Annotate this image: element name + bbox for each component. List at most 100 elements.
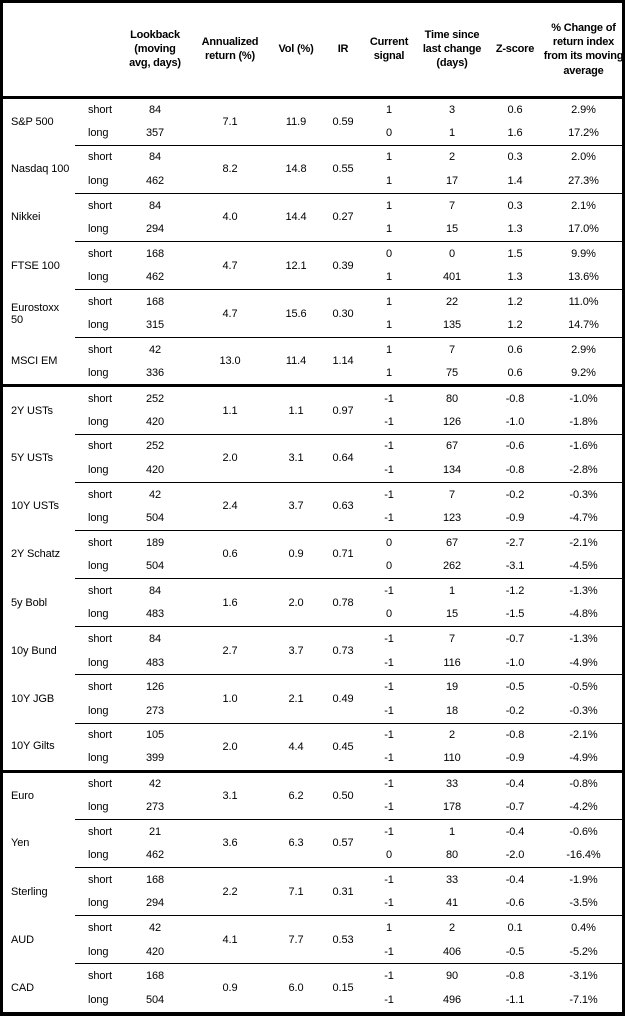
current-signal-long: -1: [384, 897, 394, 910]
horizon-label-long: long: [88, 319, 109, 332]
ir-value: 0.15: [321, 963, 365, 1012]
asset-name: S&P 500: [11, 115, 54, 128]
ir-value: 0.45: [321, 722, 365, 772]
current-signal-short: -1: [365, 866, 413, 892]
table-row-short: CAD short 168 0.9 6.0 0.15 -1 90 -0.8 -3…: [3, 963, 622, 1012]
horizon-label-short: short: [75, 915, 121, 940]
horizon-label-long: long: [88, 223, 109, 236]
ir-value: 0.50: [321, 769, 365, 820]
current-signal-long: 1: [385, 175, 393, 188]
current-signal-short: -1: [365, 578, 413, 603]
asset-name: 5y Bobl: [11, 596, 47, 609]
current-signal-short: -1: [365, 769, 413, 796]
ir-value: 0.78: [321, 578, 365, 627]
lookback-value-short: 42: [121, 915, 189, 940]
header-time-since-change: Time since last change (days): [413, 3, 491, 99]
lookback-value-long: 294: [145, 897, 165, 910]
ir-value: 1.14: [321, 337, 365, 386]
ir-value: 0.59: [321, 96, 365, 146]
time-since-change-long: 126: [442, 415, 462, 428]
vol-value: 6.3: [271, 818, 321, 868]
horizon-label-short: short: [75, 626, 121, 651]
table-row-short: AUD short 42 4.1 7.7 0.53 1 2 0.1 0.4%: [3, 915, 622, 964]
zscore-long: 1.2: [507, 319, 523, 332]
asset-name: 10Y Gilts: [11, 740, 55, 753]
table-row-short: 10y Bund short 84 2.7 3.7 0.73 -1 7 -0.7…: [3, 626, 622, 675]
ir-value: 0.53: [321, 915, 365, 964]
horizon-label-short: short: [75, 818, 121, 844]
asset-name: 10y Bund: [11, 644, 57, 657]
pct-change-long: -1.8%: [569, 415, 598, 428]
current-signal-short: -1: [365, 674, 413, 699]
ir-value: 0.55: [321, 144, 365, 194]
horizon-label-long: long: [88, 126, 109, 139]
time-since-change-short: 22: [413, 289, 491, 314]
time-since-change-long: 116: [443, 656, 461, 669]
asset-group-10y-usts: 10Y USTs short 42 2.4 3.7 0.63 -1 7 -0.2…: [3, 481, 622, 531]
table-row-long: long 420 -1 134 -0.8 -2.8%: [3, 458, 622, 482]
vol-value: 11.9: [271, 96, 321, 146]
horizon-label-short: short: [75, 384, 121, 411]
lookback-value-short: 84: [121, 626, 189, 651]
ir-value: 0.39: [321, 240, 365, 290]
horizon-label-short: short: [75, 769, 121, 796]
current-signal-short: -1: [365, 818, 413, 844]
table-row-long: long 483 0 15 -1.5 -4.8%: [3, 603, 622, 627]
vol-value: 2.1: [271, 674, 321, 724]
annualized-return-value: 3.6: [189, 818, 271, 868]
pct-change-long: 27.3%: [568, 175, 599, 188]
pct-change-long: -16.4%: [566, 849, 601, 862]
lookback-value-short: 168: [121, 963, 189, 988]
horizon-label-long: long: [88, 704, 109, 717]
time-since-change-short: 80: [413, 384, 491, 411]
time-since-change-short: 33: [413, 769, 491, 796]
table-row-long: long 357 0 1 1.6 17.2%: [3, 121, 622, 145]
current-signal-short: -1: [365, 626, 413, 651]
momentum-signals-table: Lookback (moving avg, days) Annualized r…: [3, 3, 622, 1012]
ir-value: 0.73: [321, 626, 365, 675]
pct-change-short: -0.6%: [539, 818, 622, 844]
zscore-long: -0.9: [505, 512, 525, 525]
time-since-change-short: 0: [413, 240, 491, 266]
vol-value: 3.1: [271, 433, 321, 483]
asset-group-nasdaq-100: Nasdaq 100 short 84 8.2 14.8 0.55 1 2 0.…: [3, 144, 622, 194]
horizon-label-long: long: [88, 752, 109, 765]
lookback-value-long: 462: [145, 849, 165, 862]
time-since-change-long: 1: [448, 126, 456, 139]
horizon-label-long: long: [88, 271, 109, 284]
lookback-value-short: 168: [121, 240, 189, 266]
time-since-change-long: 15: [445, 608, 459, 621]
horizon-label-short: short: [75, 192, 121, 218]
current-signal-short: -1: [365, 481, 413, 507]
ir-value: 0.71: [321, 529, 365, 579]
lookback-value-long: 399: [145, 752, 165, 765]
lookback-value-short: 42: [121, 337, 189, 362]
lookback-value-long: 420: [145, 415, 165, 428]
table-row-long: long 504 -1 123 -0.9 -4.7%: [3, 506, 622, 530]
table-row-short: 10Y JGB short 126 1.0 2.1 0.49 -1 19 -0.…: [3, 674, 622, 724]
vol-value: 0.9: [271, 529, 321, 579]
lookback-value-long: 273: [145, 704, 165, 717]
pct-change-long: -4.5%: [569, 560, 598, 573]
zscore-short: 0.6: [491, 337, 539, 362]
asset-name: MSCI EM: [11, 355, 58, 368]
zscore-long: -1.5: [505, 608, 525, 621]
asset-group-5y-bobl: 5y Bobl short 84 1.6 2.0 0.78 -1 1 -1.2 …: [3, 578, 622, 627]
table-row-short: 5y Bobl short 84 1.6 2.0 0.78 -1 1 -1.2 …: [3, 578, 622, 627]
table-row-short: Yen short 21 3.6 6.3 0.57 -1 1 -0.4 -0.6…: [3, 818, 622, 868]
ir-value: 0.97: [321, 384, 365, 435]
vol-value: 7.1: [271, 866, 321, 916]
current-signal-long: 0: [385, 608, 393, 621]
current-signal-short: -1: [365, 963, 413, 988]
pct-change-long: 9.2%: [571, 367, 596, 380]
pct-change-short: -2.1%: [539, 529, 622, 555]
time-since-change-long: 406: [442, 945, 462, 958]
zscore-short: 0.3: [491, 144, 539, 170]
table-row-long: long 420 -1 406 -0.5 -5.2%: [3, 940, 622, 964]
pct-change-short: 2.9%: [539, 337, 622, 362]
pct-change-long: -4.2%: [569, 801, 598, 814]
table-row-short: 2Y USTs short 252 1.1 1.1 0.97 -1 80 -0.…: [3, 384, 622, 435]
pct-change-short: 0.4%: [539, 915, 622, 940]
pct-change-short: -0.8%: [539, 769, 622, 796]
